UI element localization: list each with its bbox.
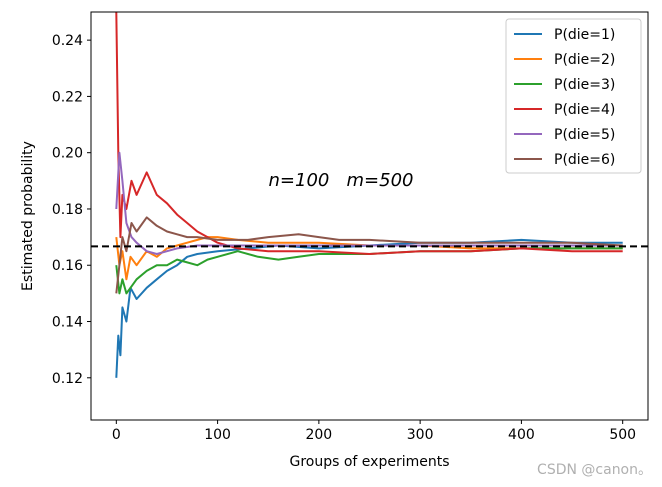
y-axis-ticks: 0.12 0.14 0.16 0.18 0.20 0.22 0.24 <box>52 33 91 387</box>
x-axis-label: Groups of experiments <box>289 454 449 470</box>
plot-lines <box>115 12 623 378</box>
legend-label: P(die=3) <box>554 77 615 93</box>
legend-label: P(die=4) <box>554 102 615 118</box>
y-tick-label: 0.22 <box>52 89 83 105</box>
x-axis-ticks: 0 100 200 300 400 500 <box>112 420 636 443</box>
series-line-1 <box>115 238 623 378</box>
y-tick-label: 0.20 <box>52 146 83 162</box>
x-tick-label: 400 <box>508 427 535 443</box>
y-axis-label: Estimated probability <box>20 141 36 291</box>
x-tick-label: 300 <box>407 427 434 443</box>
y-tick-label: 0.16 <box>52 258 83 274</box>
legend-label: P(die=6) <box>554 152 615 168</box>
y-tick-label: 0.18 <box>52 202 83 218</box>
legend-label: P(die=1) <box>554 27 615 43</box>
chart-annotation: n=100 m=500 <box>269 170 414 191</box>
x-tick-label: 0 <box>112 427 121 443</box>
y-tick-label: 0.24 <box>52 33 83 49</box>
legend-label: P(die=2) <box>554 52 615 68</box>
y-tick-label: 0.12 <box>52 371 83 387</box>
x-tick-label: 100 <box>204 427 231 443</box>
axes-frame <box>90 11 649 421</box>
series-line-6 <box>115 216 623 294</box>
legend-label: P(die=5) <box>554 127 615 143</box>
x-tick-label: 500 <box>609 427 636 443</box>
watermark: CSDN @canon。 <box>537 462 652 478</box>
legend: P(die=1) P(die=2) P(die=3) P(die=4) P(die=5)… <box>505 18 642 174</box>
x-tick-label: 200 <box>305 427 332 443</box>
y-tick-label: 0.14 <box>52 315 83 331</box>
series-line-5 <box>115 151 623 255</box>
